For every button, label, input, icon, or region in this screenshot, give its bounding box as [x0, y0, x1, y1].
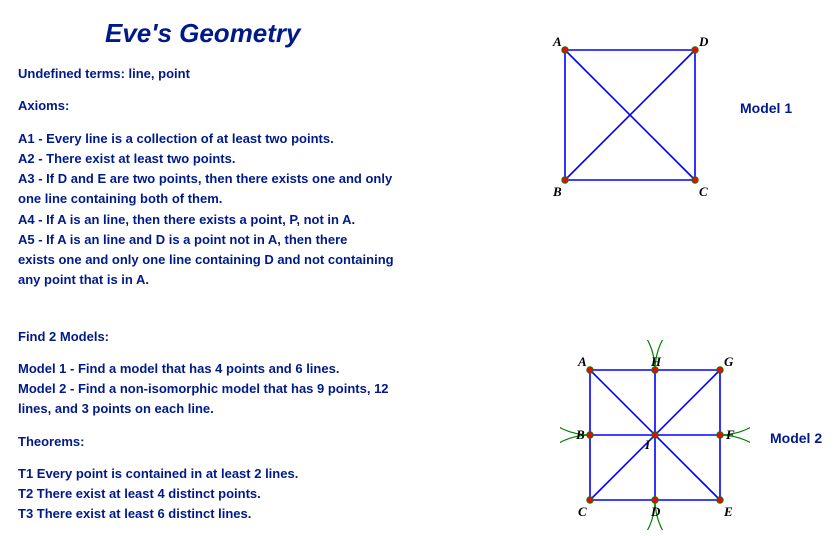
svg-text:G: G — [724, 354, 734, 369]
axiom-line: A1 - Every line is a collection of at le… — [18, 131, 478, 147]
svg-text:H: H — [650, 354, 662, 369]
model-line: Model 2 - Find a non-isomorphic model th… — [18, 381, 478, 397]
theorem-line: T1 Every point is contained in at least … — [18, 466, 478, 482]
axiom-line: A2 - There exist at least two points. — [18, 151, 478, 167]
model1-label: Model 1 — [740, 100, 792, 116]
model2-diagram: A H G B I F C D E — [560, 340, 750, 530]
svg-text:C: C — [699, 184, 708, 199]
svg-text:D: D — [698, 34, 709, 49]
model2-label: Model 2 — [770, 430, 822, 446]
svg-text:D: D — [650, 504, 661, 519]
axiom-line: one line containing both of them. — [18, 191, 478, 207]
svg-text:F: F — [725, 427, 735, 442]
axiom-line: exists one and only one line containing … — [18, 252, 478, 268]
undefined-terms: Undefined terms: line, point — [18, 66, 478, 82]
theorems-heading: Theorems: — [18, 434, 478, 450]
text-column: Undefined terms: line, point Axioms: A1 … — [18, 66, 478, 527]
svg-text:I: I — [644, 437, 651, 452]
svg-text:B: B — [575, 427, 585, 442]
theorem-line: T3 There exist at least 6 distinct lines… — [18, 506, 478, 522]
theorem-line: T2 There exist at least 4 distinct point… — [18, 486, 478, 502]
page-title: Eve's Geometry — [105, 18, 301, 49]
svg-text:A: A — [577, 354, 587, 369]
axiom-line: A3 - If D and E are two points, then the… — [18, 171, 478, 187]
axiom-line: any point that is in A. — [18, 272, 478, 288]
model-line: lines, and 3 points on each line. — [18, 401, 478, 417]
svg-text:C: C — [578, 504, 587, 519]
svg-text:E: E — [723, 504, 733, 519]
model1-diagram: A D B C — [545, 30, 715, 200]
svg-text:B: B — [552, 184, 562, 199]
svg-text:A: A — [552, 34, 562, 49]
axioms-heading: Axioms: — [18, 98, 478, 114]
axiom-line: A4 - If A is an line, then there exists … — [18, 212, 478, 228]
model-line: Model 1 - Find a model that has 4 points… — [18, 361, 478, 377]
axiom-line: A5 - If A is an line and D is a point no… — [18, 232, 478, 248]
find-models-heading: Find 2 Models: — [18, 329, 478, 345]
